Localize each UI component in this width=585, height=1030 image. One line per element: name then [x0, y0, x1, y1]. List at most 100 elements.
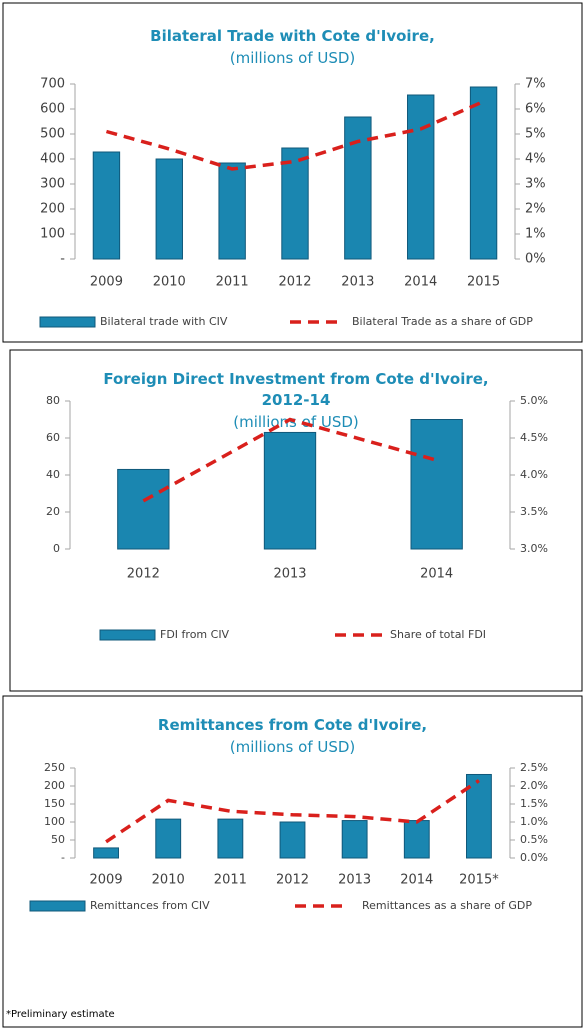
y2-tick-label: 0%	[525, 252, 546, 267]
x-tick-label: 2009	[90, 275, 123, 290]
legend-swatch	[99, 629, 156, 641]
title-box: Bilateral Trade with Cote d'Ivoire, (mill…	[3, 26, 582, 69]
y-tick-label: -	[61, 851, 65, 864]
y-tick-label: 80	[46, 394, 60, 407]
y-tick-label: 40	[46, 468, 60, 481]
y2-tick-label: 2.0%	[520, 779, 548, 792]
bar	[407, 94, 435, 260]
bar	[155, 158, 183, 260]
bar	[117, 468, 170, 550]
x-tick-label: 2010	[153, 275, 186, 290]
y-tick-label: 200	[44, 779, 65, 792]
legend-label: FDI from CIV	[160, 628, 230, 641]
y2-tick-label: 7%	[525, 77, 546, 92]
x-tick-label: 2015	[467, 275, 500, 290]
line	[105, 779, 480, 844]
bar	[217, 818, 244, 859]
x-tick-label: 2013	[341, 275, 374, 290]
y-tick-label: 300	[40, 177, 65, 192]
y2-tick-label: 4.5%	[520, 431, 548, 444]
bar	[469, 86, 498, 260]
y2-tick-label: 3.0%	[520, 542, 548, 555]
y2-tick-label: 5%	[525, 127, 546, 142]
y2-tick-label: 3.5%	[520, 505, 548, 518]
y-tick-label: 400	[40, 152, 65, 167]
legend-swatch	[29, 900, 86, 912]
legend-label: Bilateral trade with CIV	[100, 315, 228, 328]
y2-tick-label: 6%	[525, 102, 546, 117]
chart-subtitle: (millions of USD)	[229, 49, 356, 67]
chart-title: Foreign Direct Investment from Cote d'Iv…	[103, 370, 489, 409]
x-tick-label: 2009	[90, 873, 123, 888]
y-tick-label: 150	[44, 797, 65, 810]
y-tick-label: 200	[40, 202, 65, 217]
x-tick-label: 2011	[214, 873, 247, 888]
title-box: Foreign Direct Investment from Cote d'Iv…	[10, 369, 582, 433]
panel	[2, 2, 583, 343]
title-wrap: Bilateral Trade with Cote d'Ivoire, (mill…	[3, 26, 582, 69]
legend-label: Share of total FDI	[390, 628, 486, 641]
y-tick-label: 0	[53, 542, 60, 555]
y-tick-label: 500	[40, 127, 65, 142]
y2-tick-label: 1.0%	[520, 815, 548, 828]
title-wrap: Foreign Direct Investment from Cote d'Iv…	[10, 369, 582, 433]
y-tick-label: 250	[44, 761, 65, 774]
x-tick-label: 2013	[338, 873, 371, 888]
bar	[155, 818, 182, 859]
y2-tick-label: 3%	[525, 177, 546, 192]
y2-tick-label: 2.5%	[520, 761, 548, 774]
bar	[263, 431, 317, 550]
y2-tick-label: 0.0%	[520, 851, 548, 864]
legend-label: Remittances as a share of GDP	[362, 899, 532, 912]
x-tick-label: 2012	[127, 567, 160, 582]
y-tick-label: 50	[51, 833, 65, 846]
legend-label: Remittances from CIV	[90, 899, 210, 912]
panel	[2, 695, 583, 1028]
y2-tick-label: 2%	[525, 202, 546, 217]
chart-subtitle: (millions of USD)	[233, 413, 359, 431]
bar	[341, 820, 368, 859]
y2-tick-label: 1%	[525, 227, 546, 242]
y-tick-label: 100	[40, 227, 65, 242]
y-tick-label: -	[60, 252, 65, 267]
bar	[466, 773, 492, 859]
footnote: *Preliminary estimate	[6, 1009, 115, 1020]
legend-swatch	[39, 316, 96, 328]
title-box: Remittances from Cote d'Ivoire, (millions…	[3, 715, 582, 758]
y2-tick-label: 1.5%	[520, 797, 548, 810]
line	[105, 99, 485, 171]
line	[142, 417, 438, 503]
x-tick-label: 2014	[404, 275, 437, 290]
y2-tick-label: 0.5%	[520, 833, 548, 846]
y-tick-label: 600	[40, 102, 65, 117]
chart-title: Bilateral Trade with Cote d'Ivoire,	[150, 27, 435, 45]
x-tick-label: 2011	[216, 275, 249, 290]
title-wrap: Remittances from Cote d'Ivoire, (millions…	[3, 715, 582, 758]
bar	[403, 820, 430, 859]
y-tick-label: 20	[46, 505, 60, 518]
bar	[281, 147, 309, 260]
bar	[93, 847, 120, 859]
y-tick-label: 60	[46, 431, 60, 444]
legend-label: Bilateral Trade as a share of GDP	[352, 315, 533, 328]
x-tick-label: 2012	[276, 873, 309, 888]
x-tick-label: 2015*	[459, 873, 499, 888]
y-tick-label: 700	[40, 77, 65, 92]
bar	[410, 419, 463, 550]
chart-title: Remittances from Cote d'Ivoire,	[157, 716, 428, 734]
bar	[92, 151, 121, 260]
y2-tick-label: 5.0%	[520, 394, 548, 407]
y2-tick-label: 4.0%	[520, 468, 548, 481]
x-tick-label: 2010	[152, 873, 185, 888]
y-tick-label: 100	[44, 815, 65, 828]
x-tick-label: 2014	[420, 567, 453, 582]
panel	[9, 349, 583, 692]
x-tick-label: 2013	[273, 567, 306, 582]
chart-subtitle: (millions of USD)	[229, 738, 356, 756]
x-tick-label: 2012	[278, 275, 311, 290]
x-tick-label: 2014	[400, 873, 433, 888]
bar	[279, 821, 306, 859]
bar	[218, 162, 246, 260]
y2-tick-label: 4%	[525, 152, 546, 167]
